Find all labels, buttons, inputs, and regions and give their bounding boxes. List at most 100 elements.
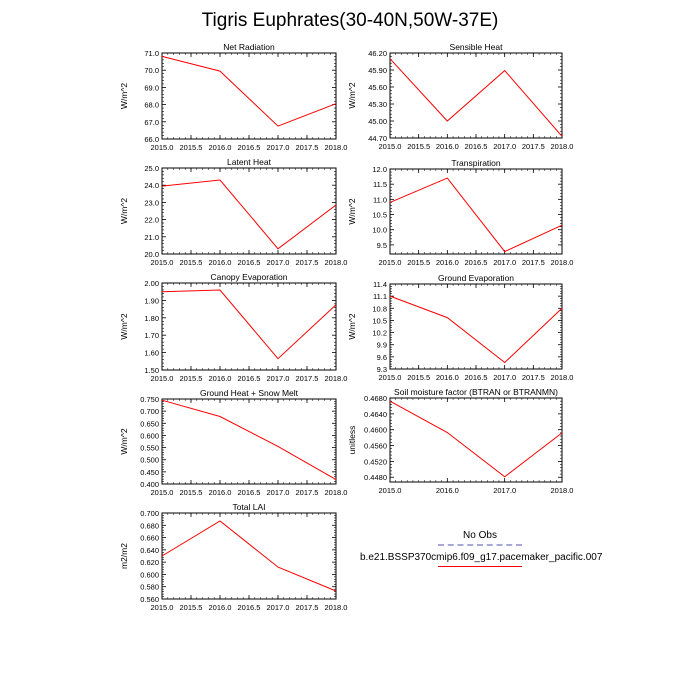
- y-tick-label-2-2: 22.0: [144, 216, 159, 225]
- x-tick-label-5-2: 2016.0: [436, 373, 459, 382]
- y-axis-label-7: unitless: [347, 426, 357, 455]
- x-tick-label-3-0: 2015.0: [379, 258, 402, 267]
- y-tick-label-8-5: 0.660: [140, 534, 159, 543]
- y-tick-label-5-3: 10.2: [372, 329, 387, 338]
- x-tick-label-4-2: 2016.0: [209, 374, 232, 383]
- x-tick-label-8-3: 2016.5: [238, 603, 261, 612]
- series-line-3: [389, 177, 563, 253]
- y-tick-label-3-0: 9.5: [377, 241, 387, 250]
- y-tick-label-0-0: 66.0: [144, 135, 159, 144]
- x-tick-label-3-1: 2015.5: [407, 258, 430, 267]
- y-tick-label-4-0: 1.50: [144, 366, 159, 375]
- panel-frame-8: [161, 512, 337, 600]
- x-tick-label-1-6: 2018.0: [551, 142, 574, 151]
- x-tick-label-0-0: 2015.0: [151, 143, 174, 152]
- y-tick-label-6-5: 0.650: [140, 419, 159, 428]
- y-tick-label-8-0: 0.560: [140, 595, 159, 604]
- x-tick-label-6-4: 2017.0: [267, 488, 290, 497]
- y-tick-label-7-4: 0.4640: [364, 410, 387, 419]
- y-axis-label-2: W/m^2: [119, 198, 129, 224]
- x-tick-label-3-6: 2018.0: [551, 258, 574, 267]
- x-tick-label-2-3: 2016.5: [238, 258, 261, 267]
- y-tick-label-4-2: 1.70: [144, 331, 159, 340]
- x-tick-label-0-6: 2018.0: [325, 143, 348, 152]
- x-tick-label-5-1: 2015.5: [407, 373, 430, 382]
- x-tick-label-0-2: 2016.0: [209, 143, 232, 152]
- panel-title-8: Total LAI: [232, 502, 265, 512]
- y-axis-label-8: m2/m2: [119, 543, 129, 569]
- series-line-7: [389, 400, 563, 478]
- panel-title-3: Transpiration: [451, 158, 501, 168]
- x-tick-label-2-4: 2017.0: [267, 258, 290, 267]
- y-tick-label-1-0: 44.70: [368, 134, 387, 143]
- series-line-2: [161, 179, 337, 250]
- y-tick-label-2-0: 20.0: [144, 250, 159, 259]
- x-tick-label-6-2: 2016.0: [209, 488, 232, 497]
- series-line-8: [161, 520, 337, 592]
- panel-title-0: Net Radiation: [223, 42, 275, 52]
- y-tick-label-1-5: 46.20: [368, 49, 387, 58]
- x-tick-label-5-0: 2015.0: [379, 373, 402, 382]
- x-tick-label-4-4: 2017.0: [267, 374, 290, 383]
- y-tick-label-2-4: 24.0: [144, 181, 159, 190]
- x-tick-label-8-2: 2016.0: [209, 603, 232, 612]
- y-tick-label-1-3: 45.60: [368, 83, 387, 92]
- series-line-0: [161, 55, 337, 127]
- x-tick-label-6-0: 2015.0: [151, 488, 174, 497]
- y-tick-label-0-5: 71.0: [144, 49, 159, 58]
- x-tick-label-8-6: 2018.0: [325, 603, 348, 612]
- x-tick-label-3-2: 2016.0: [436, 258, 459, 267]
- x-tick-label-7-3: 2018.0: [551, 486, 574, 495]
- y-tick-label-2-3: 23.0: [144, 198, 159, 207]
- y-tick-label-7-2: 0.4560: [364, 442, 387, 451]
- y-tick-label-8-6: 0.680: [140, 521, 159, 530]
- panel-title-4: Canopy Evaporation: [210, 272, 287, 282]
- panel-frame-0: [161, 52, 337, 140]
- x-tick-label-6-6: 2018.0: [325, 488, 348, 497]
- y-tick-label-3-4: 11.5: [373, 180, 387, 189]
- y-tick-label-0-3: 69.0: [144, 83, 159, 92]
- y-tick-label-0-1: 67.0: [144, 118, 159, 127]
- y-tick-label-6-7: 0.750: [140, 395, 159, 404]
- y-axis-label-5: W/m^2: [347, 313, 357, 339]
- y-tick-label-5-0: 9.3: [377, 365, 387, 374]
- x-tick-label-4-6: 2018.0: [325, 374, 348, 383]
- series-line-4: [161, 289, 337, 360]
- x-tick-label-7-1: 2016.0: [436, 486, 459, 495]
- y-tick-label-8-7: 0.700: [140, 509, 159, 518]
- x-tick-label-2-2: 2016.0: [209, 258, 232, 267]
- x-tick-label-7-2: 2017.0: [493, 486, 516, 495]
- x-tick-label-5-4: 2017.0: [493, 373, 516, 382]
- panel-frame-2: [161, 167, 337, 255]
- y-tick-label-6-4: 0.600: [140, 431, 159, 440]
- panel-frame-6: [161, 398, 337, 485]
- y-tick-label-3-5: 12.0: [372, 165, 387, 174]
- y-tick-label-6-6: 0.700: [140, 407, 159, 416]
- x-tick-label-1-1: 2015.5: [407, 142, 430, 151]
- y-axis-label-4: W/m^2: [119, 313, 129, 339]
- x-tick-label-8-0: 2015.0: [151, 603, 174, 612]
- x-tick-label-5-6: 2018.0: [551, 373, 574, 382]
- legend: No Obs b.e21.BSSP370cmip6.f09_g17.pacema…: [360, 530, 603, 573]
- x-tick-label-1-5: 2017.5: [522, 142, 545, 151]
- panel-frame-3: [389, 168, 563, 255]
- y-tick-label-7-3: 0.4600: [364, 426, 387, 435]
- y-tick-label-7-0: 0.4480: [364, 473, 387, 482]
- x-tick-label-0-3: 2016.5: [238, 143, 261, 152]
- x-tick-label-3-5: 2017.5: [522, 258, 545, 267]
- x-tick-label-4-3: 2016.5: [238, 374, 261, 383]
- series-line-5: [389, 295, 563, 364]
- x-tick-label-5-3: 2016.5: [465, 373, 488, 382]
- y-tick-label-7-1: 0.4520: [364, 457, 387, 466]
- y-tick-label-0-2: 68.0: [144, 101, 159, 110]
- x-tick-label-1-4: 2017.0: [493, 142, 516, 151]
- x-tick-label-5-5: 2017.5: [522, 373, 545, 382]
- x-tick-label-1-2: 2016.0: [436, 142, 459, 151]
- y-axis-label-3: W/m^2: [347, 198, 357, 224]
- y-tick-label-8-4: 0.640: [140, 546, 159, 555]
- y-tick-label-5-7: 11.4: [373, 280, 387, 289]
- panel-title-5: Ground Evaporation: [438, 273, 514, 283]
- legend-label-model: b.e21.BSSP370cmip6.f09_g17.pacemaker_pac…: [360, 552, 603, 563]
- x-tick-label-2-5: 2017.5: [296, 258, 319, 267]
- y-tick-label-6-1: 0.450: [140, 468, 159, 477]
